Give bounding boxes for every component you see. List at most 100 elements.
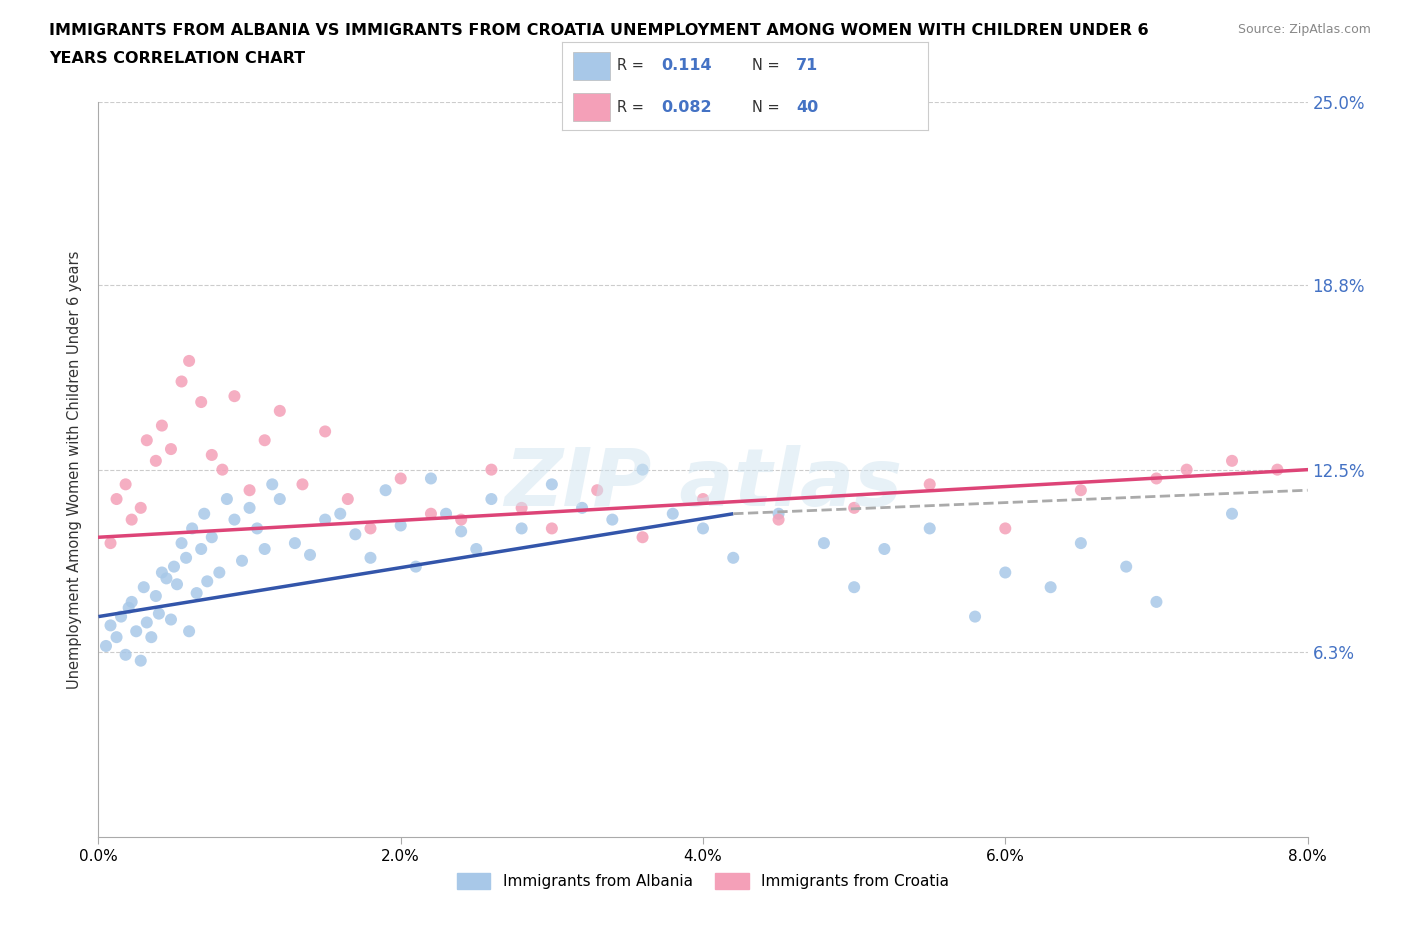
Text: 71: 71 [796,59,818,73]
Point [114,647,136,662]
Point [170,374,193,389]
Point [1146,471,1168,485]
Point [1070,483,1092,498]
Point [336,492,359,507]
Point [723,551,745,565]
Point [284,536,307,551]
Text: YEARS CORRELATION CHART: YEARS CORRELATION CHART [49,51,305,66]
Point [150,418,173,433]
Point [540,477,562,492]
Point [269,404,291,418]
Point [145,454,167,469]
Point [1220,506,1243,521]
Text: N =: N = [752,59,785,73]
Point [190,541,212,556]
Point [231,553,253,568]
Point [1175,462,1198,477]
Text: 40: 40 [796,100,818,114]
Point [135,432,157,447]
Point [163,559,186,574]
Point [631,530,654,545]
Point [166,577,188,591]
Point [239,483,262,498]
Point [918,477,941,492]
Point [389,518,412,533]
Text: 0.082: 0.082 [661,100,711,114]
Point [253,432,276,447]
Point [110,609,132,624]
Point [239,500,262,515]
Point [661,506,683,521]
Point [420,506,443,521]
Legend: Immigrants from Albania, Immigrants from Croatia: Immigrants from Albania, Immigrants from… [450,868,956,896]
Point [121,512,143,527]
Point [314,512,336,527]
Point [208,565,231,580]
Point [481,462,503,477]
Point [129,500,152,515]
Point [344,527,367,542]
Point [873,541,896,556]
Point [1070,536,1092,551]
Point [141,630,163,644]
Point [135,615,157,630]
Point [420,471,443,485]
Point [510,500,533,515]
FancyBboxPatch shape [574,93,610,122]
Point [994,521,1017,536]
Point [201,447,224,462]
Point [186,586,208,601]
Point [215,492,238,507]
Point [602,512,624,527]
Point [179,353,201,368]
Point [374,483,396,498]
Point [314,424,336,439]
Point [145,589,167,604]
Point [195,574,218,589]
Point [510,521,533,536]
Point [181,521,204,536]
Point [170,536,193,551]
Point [201,530,224,545]
Point [1220,454,1243,469]
Point [150,565,173,580]
Point [994,565,1017,580]
Point [434,506,457,521]
Point [692,492,714,507]
Point [105,492,128,507]
Point [450,524,472,538]
Point [918,521,941,536]
Point [813,536,835,551]
Point [105,630,128,644]
Point [193,506,215,521]
Point [224,512,246,527]
Point [174,551,197,565]
Point [405,559,427,574]
Point [389,471,412,485]
Point [299,548,322,563]
Point [481,492,503,507]
Point [253,541,276,556]
Text: 0.114: 0.114 [661,59,711,73]
Point [118,601,141,616]
Point [965,609,987,624]
Point [190,394,212,409]
Point [844,500,866,515]
Text: R =: R = [617,100,648,114]
Point [269,492,291,507]
Text: R =: R = [617,59,648,73]
Text: N =: N = [752,100,785,114]
Text: IMMIGRANTS FROM ALBANIA VS IMMIGRANTS FROM CROATIA UNEMPLOYMENT AMONG WOMEN WITH: IMMIGRANTS FROM ALBANIA VS IMMIGRANTS FR… [49,23,1149,38]
Point [114,477,136,492]
Y-axis label: Unemployment Among Women with Children Under 6 years: Unemployment Among Women with Children U… [67,250,83,689]
Point [571,500,593,515]
Point [465,541,488,556]
Point [291,477,314,492]
Point [246,521,269,536]
Point [360,521,382,536]
Point [692,521,714,536]
Point [1115,559,1137,574]
Point [160,612,183,627]
Point [540,521,562,536]
Point [360,551,382,565]
